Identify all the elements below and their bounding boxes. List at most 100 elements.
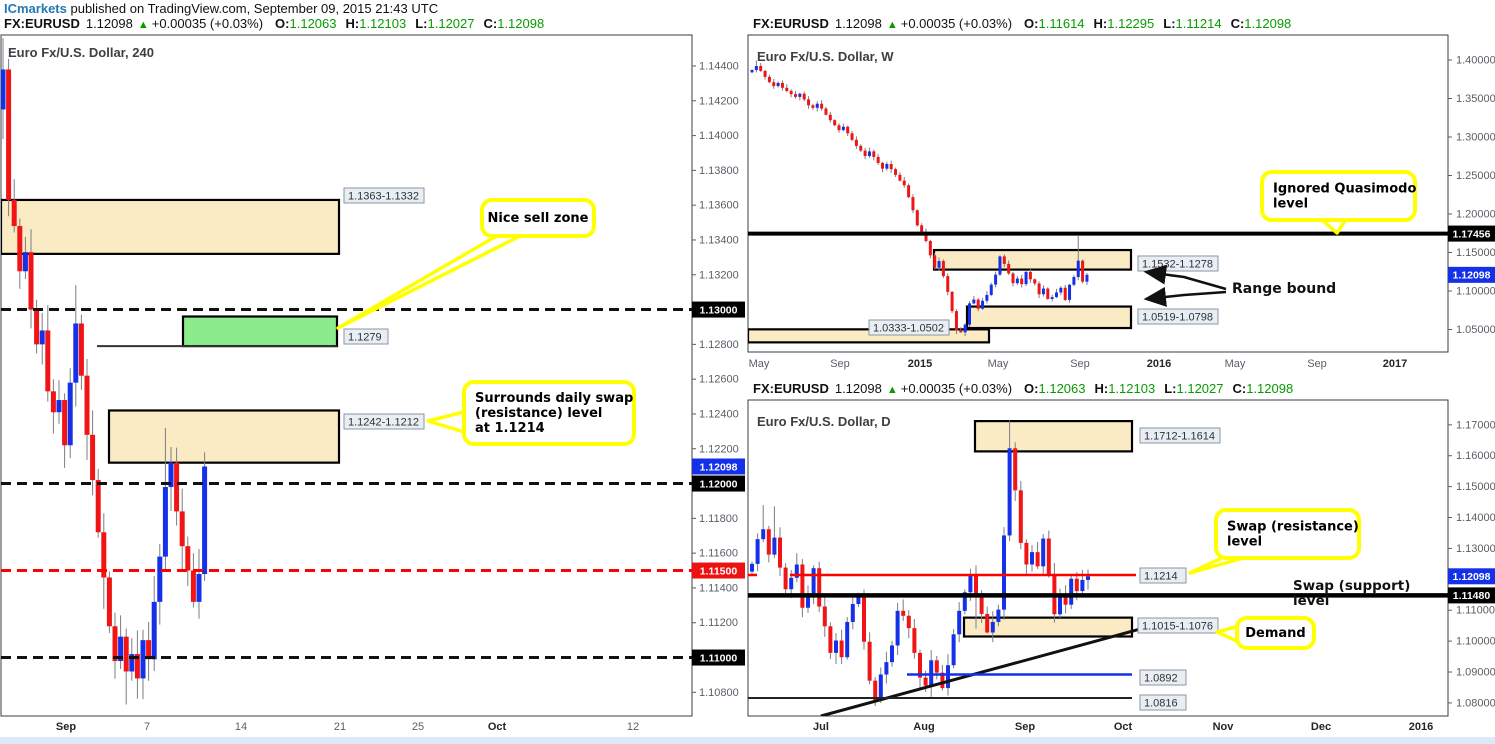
price-label[interactable] bbox=[1139, 567, 1187, 584]
price-change: +0.00035 (+0.03%) bbox=[900, 16, 1013, 31]
time-axis-W[interactable]: May Sep 2015 May Sep 2016 May Sep 2017 bbox=[749, 358, 1408, 370]
plot-area-240[interactable] bbox=[0, 34, 693, 717]
y-tick-label: 1.13400 bbox=[699, 234, 739, 246]
x-tick-label: Nov bbox=[1213, 721, 1235, 733]
x-tick-label: Oct bbox=[488, 721, 507, 733]
candles-W bbox=[750, 60, 1089, 337]
y-tick-label: 1.11200 bbox=[699, 617, 738, 629]
price-axis-D[interactable]: 1.17000 1.16000 1.15000 1.14000 1.13000 1.120… bbox=[1448, 419, 1495, 709]
y-tick-label: 1.20000 bbox=[1456, 209, 1495, 221]
price-label-text: 1.0816 bbox=[1144, 698, 1178, 710]
swap-support-text: level bbox=[1293, 593, 1329, 609]
x-tick-label: Oct bbox=[1114, 721, 1133, 733]
price-label-text: 1.1363-1.1332 bbox=[348, 191, 419, 203]
callout-text: level bbox=[1227, 535, 1262, 550]
supply-zone-2 bbox=[107, 409, 341, 464]
low-value: 1.11214 bbox=[1175, 16, 1222, 31]
y-tick-label: 1.11000 bbox=[1456, 605, 1495, 617]
open-value: 1.12063 bbox=[289, 16, 337, 31]
price-badge bbox=[1448, 266, 1495, 283]
price-label[interactable] bbox=[1139, 427, 1221, 444]
callout-text: Surrounds daily swap bbox=[475, 391, 633, 406]
price-axis-240[interactable]: 1.14400 1.14200 1.14000 1.13800 1.13600 1.134… bbox=[692, 60, 745, 699]
x-tick-label: May bbox=[988, 358, 1009, 370]
callout-swap-resistance[interactable]: Swap (resistance)level bbox=[1188, 508, 1361, 575]
y-tick-label: 1.12600 bbox=[699, 374, 739, 386]
symbol-header-weekly: FX:EURUSD 1.12098 ▲ +0.00035 (+0.03%) O:1.11… bbox=[753, 16, 1300, 31]
x-tick-label: 12 bbox=[627, 721, 639, 733]
low-label: L: bbox=[1163, 16, 1176, 31]
close-value: 1.12098 bbox=[1246, 381, 1294, 396]
price-axis-W[interactable]: 1.40000 1.35000 1.30000 1.25000 1.20000 1.150… bbox=[1448, 55, 1495, 336]
y-tick-label: 1.05000 bbox=[1456, 324, 1495, 336]
open-value: 1.12063 bbox=[1038, 381, 1086, 396]
supply-zone-daily bbox=[973, 420, 1134, 453]
symbol-header-daily: FX:EURUSD 1.12098 ▲ +0.00035 (+0.03%) O:1.12… bbox=[753, 381, 1302, 396]
candles-240 bbox=[1, 38, 208, 705]
x-tick-label: 2016 bbox=[1409, 721, 1433, 733]
price-label[interactable] bbox=[343, 328, 389, 345]
up-triangle-icon: ▲ bbox=[886, 19, 898, 31]
x-tick-label: Aug bbox=[913, 721, 934, 733]
price-label-text: 1.1242-1.1212 bbox=[348, 417, 419, 429]
last-price: 1.12098 bbox=[85, 16, 133, 31]
x-tick-label: Sep bbox=[56, 721, 76, 733]
y-tick-label: 1.08000 bbox=[1456, 697, 1495, 709]
publisher-name[interactable]: ICmarkets bbox=[4, 1, 67, 16]
y-tick-label: 1.13000 bbox=[1456, 543, 1495, 555]
price-label[interactable] bbox=[343, 413, 425, 430]
y-tick-label: 1.35000 bbox=[1456, 93, 1495, 105]
close-label: C: bbox=[1232, 381, 1247, 396]
high-label: H: bbox=[1094, 381, 1109, 396]
bottom-margin-strip bbox=[0, 737, 1495, 744]
callout-nice-sell-zone[interactable]: Nice sell zone bbox=[336, 198, 596, 330]
price-badge bbox=[692, 649, 745, 666]
price-label[interactable] bbox=[1139, 694, 1187, 711]
low-label: L: bbox=[1164, 381, 1177, 396]
y-tick-label: 1.10000 bbox=[1456, 286, 1495, 298]
ascending-trendline[interactable] bbox=[820, 626, 1145, 716]
last-price: 1.12098 bbox=[834, 381, 882, 396]
x-tick-label: Dec bbox=[1311, 721, 1331, 733]
y-tick-label: 1.13800 bbox=[699, 165, 739, 177]
supply-zone-weekly bbox=[932, 248, 1133, 271]
chart-title: Euro Fx/U.S. Dollar, W bbox=[757, 49, 894, 64]
y-tick-label: 1.16000 bbox=[1456, 450, 1495, 462]
callout-text: Swap (resistance) bbox=[1227, 520, 1359, 535]
price-label[interactable] bbox=[1139, 669, 1187, 686]
callout-text: Nice sell zone bbox=[488, 211, 589, 226]
price-change: +0.00035 (+0.03%) bbox=[900, 381, 1013, 396]
close-value: 1.12098 bbox=[1244, 16, 1292, 31]
high-value: 1.12103 bbox=[359, 16, 407, 31]
published-line: ICmarkets published on TradingView.com, … bbox=[4, 1, 438, 16]
price-badge bbox=[692, 301, 745, 318]
range-arrow-upper[interactable] bbox=[1143, 264, 1227, 291]
demand-zone-weekly-1 bbox=[965, 305, 1133, 330]
high-value: 1.12295 bbox=[1107, 16, 1155, 31]
price-label-text: 1.1712-1.1614 bbox=[1144, 431, 1215, 443]
callout-demand[interactable]: Demand bbox=[1215, 616, 1316, 650]
price-badge bbox=[692, 562, 745, 579]
y-tick-label: 1.09000 bbox=[1456, 667, 1495, 679]
high-label: H: bbox=[1093, 16, 1108, 31]
range-arrow-lower[interactable] bbox=[1143, 286, 1227, 307]
x-tick-label: 2015 bbox=[908, 358, 932, 370]
sell-zone-green bbox=[181, 315, 339, 348]
price-label[interactable] bbox=[343, 187, 425, 204]
open-label: O: bbox=[1024, 381, 1039, 396]
high-value: 1.12103 bbox=[1108, 381, 1156, 396]
callout-text: level bbox=[1273, 197, 1308, 212]
y-tick-label: 1.14400 bbox=[699, 60, 739, 72]
time-axis-D[interactable]: Jul Aug Sep Oct Nov Dec 2016 bbox=[813, 721, 1433, 733]
y-tick-label: 1.11800 bbox=[699, 513, 738, 525]
y-tick-label: 1.12800 bbox=[699, 339, 739, 351]
price-label-text: 1.1015-1.1076 bbox=[1142, 621, 1213, 633]
time-axis-240[interactable]: Sep 7 14 21 25 Oct 12 bbox=[56, 721, 639, 733]
price-label[interactable] bbox=[1137, 308, 1219, 325]
price-label[interactable] bbox=[1137, 617, 1219, 634]
open-value: 1.11614 bbox=[1038, 16, 1085, 31]
callout-surrounds-swap[interactable]: Surrounds daily swap(resistance) levelat… bbox=[426, 380, 636, 446]
price-label[interactable] bbox=[868, 319, 950, 336]
